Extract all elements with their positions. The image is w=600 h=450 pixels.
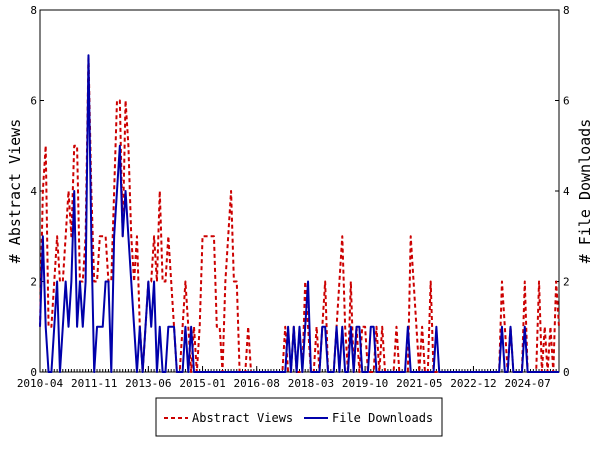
legend-label-abstract-views: Abstract Views [192, 411, 293, 425]
x-tick-label: 2013-06 [125, 377, 171, 390]
x-tick-label: 2016-08 [234, 377, 280, 390]
x-tick-label: 2022-12 [450, 377, 496, 390]
plot-area: 0 0 2 2 4 4 6 6 8 8 2010-04 2011-11 2013-06 2015-01 20… [17, 4, 570, 390]
legend-box [155, 397, 443, 437]
y-tick-label-right: 8 [563, 4, 570, 17]
y-tick-label-left: 6 [30, 95, 37, 108]
legend-label-file-downloads: File Downloads [332, 411, 433, 425]
y-tick-label-right: 0 [563, 366, 570, 379]
x-tick-label: 2015-01 [179, 377, 225, 390]
series-line-file-downloads [39, 54, 559, 373]
x-tick-label: 2019-10 [342, 377, 388, 390]
y-tick-label-right: 6 [563, 95, 570, 108]
x-tick-label: 2024-07 [504, 377, 550, 390]
x-tick-label: 2011-11 [71, 377, 117, 390]
series-line-abstract-views [39, 54, 560, 373]
y-tick-label-left: 8 [30, 4, 37, 17]
x-tick-label: 2018-03 [288, 377, 334, 390]
y-tick-label-right: 2 [563, 276, 570, 289]
legend: Abstract Views File Downloads [155, 397, 443, 437]
y-axis-title-left: # Abstract Views [6, 119, 24, 264]
y-tick-label-left: 0 [30, 366, 37, 379]
y-axis-title-right: # File Downloads [576, 119, 594, 264]
y-tick-label-right: 4 [563, 185, 570, 198]
x-tick-label: 2021-05 [396, 377, 442, 390]
x-tick-label: 2010-04 [17, 377, 64, 390]
y-tick-label-left: 4 [30, 185, 37, 198]
y-tick-label-left: 2 [30, 276, 37, 289]
